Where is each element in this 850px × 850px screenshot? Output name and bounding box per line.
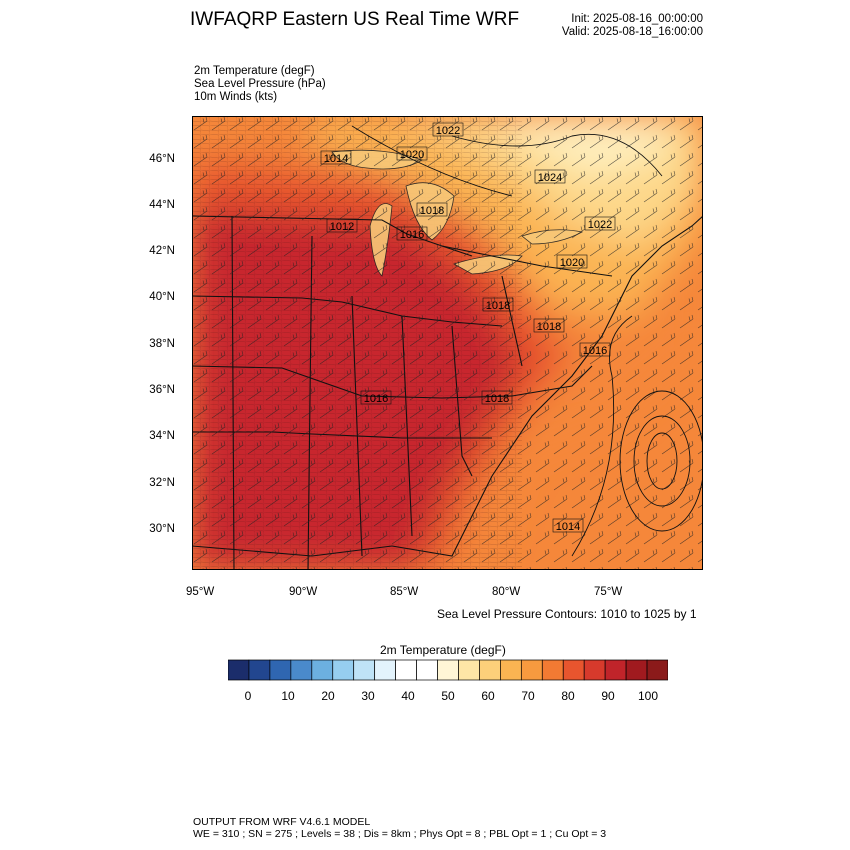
latitude-label: 40°N <box>149 291 175 303</box>
longitude-label: 80°W <box>492 586 521 598</box>
colorbar-swatch <box>416 659 438 681</box>
colorbar-tick-label: 60 <box>481 689 495 703</box>
isobar-label: 1020 <box>556 254 588 269</box>
colorbar-swatch <box>541 659 564 681</box>
slp-contour-note: Sea Level Pressure Contours: 1010 to 102… <box>437 607 697 621</box>
latitude-label: 38°N <box>149 338 175 350</box>
svg-text:1018: 1018 <box>485 393 509 405</box>
svg-text:1018: 1018 <box>537 321 561 333</box>
colorbar-swatch <box>248 659 271 681</box>
colorbar-swatch <box>269 659 292 681</box>
colorbar-swatch <box>583 659 606 681</box>
colorbar-swatch <box>227 659 250 681</box>
svg-text:1020: 1020 <box>400 149 424 161</box>
isobar-label: 1018 <box>482 297 514 312</box>
colorbar-swatch <box>374 659 396 681</box>
footer-config: WE = 310 ; SN = 275 ; Levels = 38 ; Dis … <box>193 828 607 840</box>
colorbar-title: 2m Temperature (degF) <box>380 643 506 657</box>
isobars <box>351 125 703 557</box>
latitude-label: 36°N <box>149 384 175 396</box>
isobar-label: 1016 <box>396 226 428 241</box>
model-footer: OUTPUT FROM WRF V4.6.1 MODEL WE = 310 ; … <box>193 816 606 840</box>
isobar-label-group: 1022 1020 1014 1024 1018 1016 1012 1022 1020 1018… <box>320 122 616 533</box>
footer-model: OUTPUT FROM WRF V4.6.1 MODEL <box>193 816 371 828</box>
latitude-label: 34°N <box>149 430 175 442</box>
colorbar-swatch <box>520 659 543 681</box>
colorbar-tick-label: 90 <box>601 689 615 703</box>
colorbar-tick-label: 100 <box>637 689 659 703</box>
init-time: Init: 2025-08-16_00:00:00 <box>571 13 703 25</box>
page-title: IWFAQRP Eastern US Real Time WRF <box>190 9 520 30</box>
colorbar-swatch <box>437 659 459 681</box>
colorbar-tick-label: 30 <box>361 689 375 703</box>
svg-text:1018: 1018 <box>420 205 444 217</box>
latitude-label: 46°N <box>149 153 175 165</box>
latitude-label: 30°N <box>149 523 175 535</box>
svg-text:1014: 1014 <box>324 153 348 165</box>
svg-text:1022: 1022 <box>436 125 460 137</box>
isobar-label: 1018 <box>416 202 448 217</box>
isobar-label: 1024 <box>534 169 566 184</box>
isobar-label: 1020 <box>396 146 428 161</box>
colorbar-swatch <box>353 659 376 681</box>
colorbar-swatch <box>311 659 334 681</box>
latitude-label: 44°N <box>149 199 175 211</box>
longitude-label: 85°W <box>390 586 419 598</box>
colorbar-tick-label: 20 <box>321 689 335 703</box>
valid-time: Valid: 2025-08-18_16:00:00 <box>561 26 703 38</box>
colorbar-swatch <box>646 659 669 681</box>
colorbar-tick-label: 50 <box>441 689 455 703</box>
colorbar-tick-label: 0 <box>244 689 252 703</box>
svg-text:1018: 1018 <box>486 300 510 312</box>
colorbar-swatch <box>604 659 627 681</box>
svg-text:1022: 1022 <box>588 219 612 231</box>
latitude-label: 32°N <box>149 477 175 489</box>
map-canvas: 1022 1020 1014 1024 1018 1016 1012 1022 1020 1018… <box>192 116 703 570</box>
longitude-label: 95°W <box>186 586 215 598</box>
isobar-label: 1018 <box>481 390 513 405</box>
isobar-label: 1014 <box>552 518 584 533</box>
colorbar-swatches <box>227 659 669 681</box>
field-winds: 10m Winds (kts) <box>194 91 278 103</box>
isobar-label: 1018 <box>533 318 565 333</box>
colorbar-swatch <box>562 659 585 681</box>
isobar-label: 1016 <box>579 342 611 357</box>
colorbar-swatch <box>395 659 417 681</box>
longitude-label: 75°W <box>594 586 623 598</box>
isobar-label: 1022 <box>432 122 464 137</box>
isobar-label: 1022 <box>584 216 616 231</box>
isobar-label: 1014 <box>320 150 352 165</box>
latitude-label: 42°N <box>149 245 175 257</box>
svg-text:1016: 1016 <box>400 229 424 241</box>
svg-text:1016: 1016 <box>583 345 607 357</box>
temperature-colorbar <box>227 659 669 686</box>
isobar-label: 1012 <box>326 218 358 233</box>
isobar-label: 1016 <box>360 390 392 405</box>
colorbar-swatch <box>332 659 355 681</box>
field-pressure: Sea Level Pressure (hPa) <box>194 78 326 90</box>
colorbar-swatch <box>625 659 648 681</box>
field-temperature: 2m Temperature (degF) <box>194 65 315 77</box>
svg-text:1024: 1024 <box>538 172 562 184</box>
longitude-label: 90°W <box>289 586 318 598</box>
svg-text:1012: 1012 <box>330 221 354 233</box>
svg-text:1020: 1020 <box>560 257 584 269</box>
colorbar-swatch <box>500 659 522 681</box>
field-list: 2m Temperature (degF) Sea Level Pressure… <box>194 65 326 104</box>
run-times: Init: 2025-08-16_00:00:00 Valid: 2025-08… <box>540 13 703 39</box>
colorbar-tick-label: 10 <box>281 689 295 703</box>
colorbar-swatch <box>458 659 480 681</box>
svg-text:1016: 1016 <box>364 393 388 405</box>
weather-map: 1022 1020 1014 1024 1018 1016 1012 1022 1020 1018… <box>192 116 703 570</box>
colorbar-swatch <box>479 659 501 681</box>
wind-barbs <box>192 116 703 570</box>
colorbar-tick-label: 80 <box>561 689 575 703</box>
svg-text:1014: 1014 <box>556 521 580 533</box>
colorbar-tick-label: 70 <box>521 689 535 703</box>
colorbar-tick-label: 40 <box>401 689 415 703</box>
colorbar-swatch <box>290 659 313 681</box>
